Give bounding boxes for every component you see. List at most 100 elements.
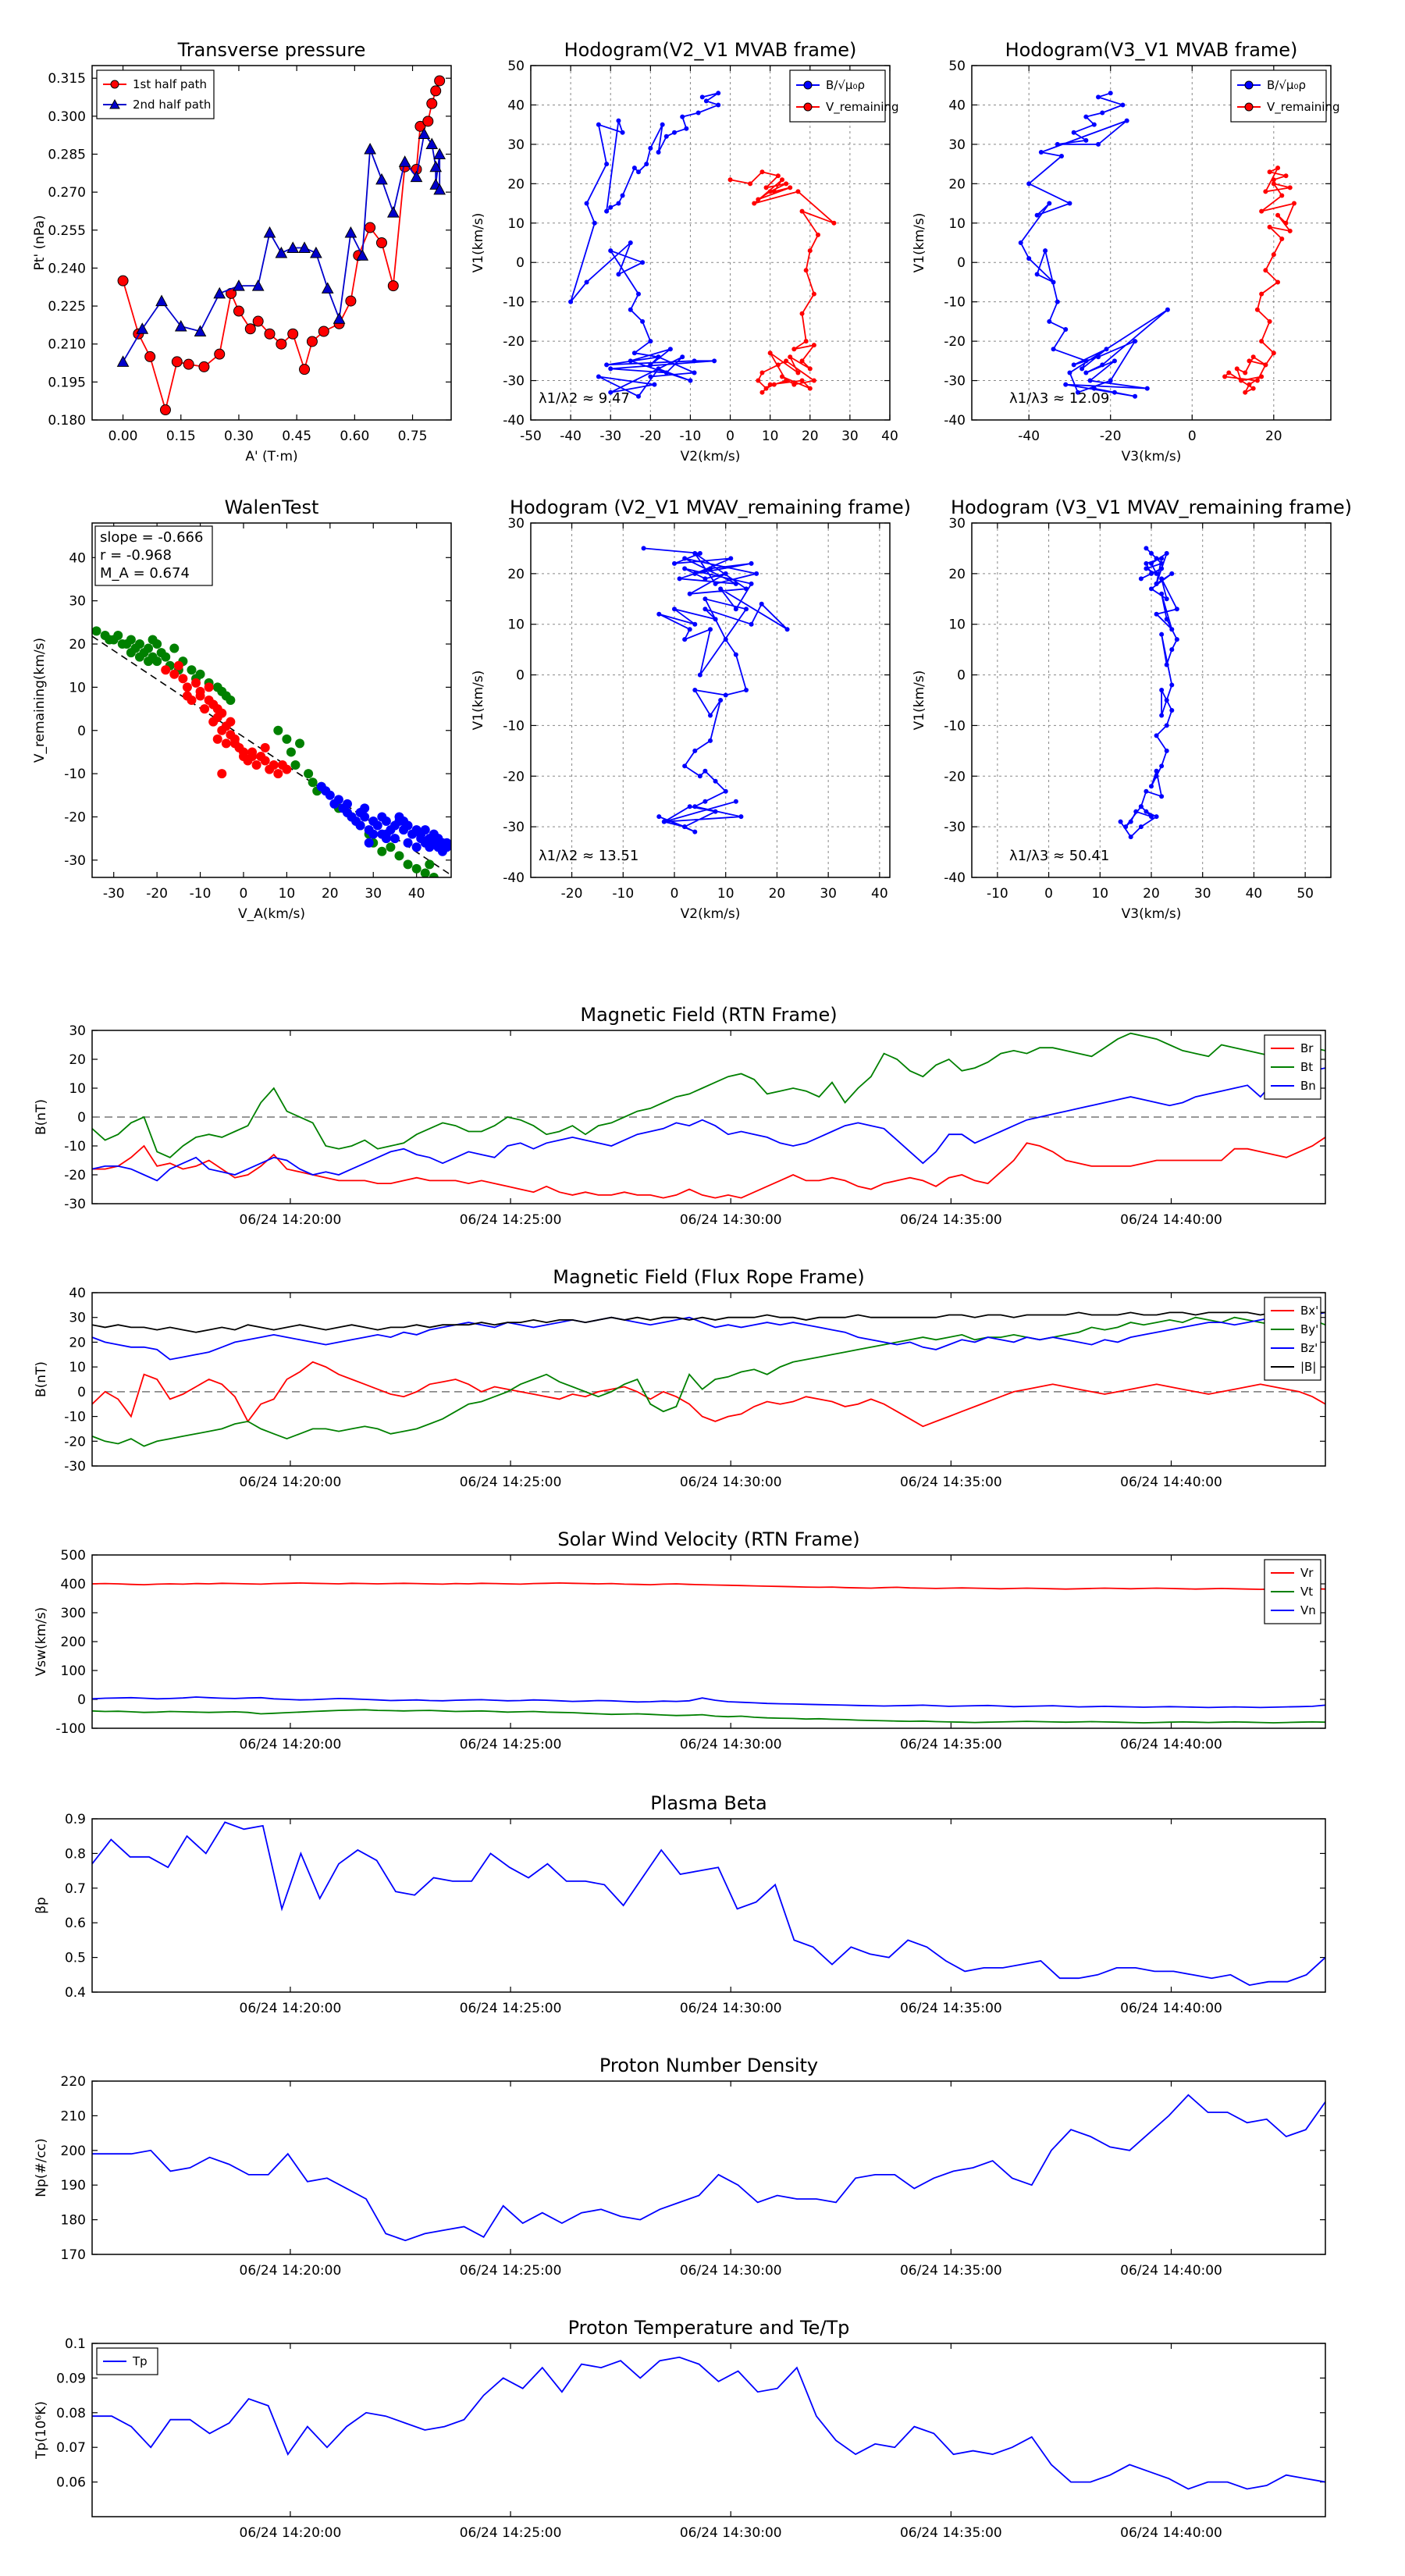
data-point [208,699,219,710]
data-point [299,364,311,375]
data-point [723,637,728,642]
series-line-bt [92,1032,1325,1158]
y-tick-label: 40 [69,1286,86,1301]
data-point [1034,212,1040,218]
data-point [1154,571,1159,576]
data-point [754,571,759,576]
data-point [233,279,245,291]
x-tick-label: 10 [279,886,296,902]
data-point [718,698,724,703]
data-point [1287,228,1293,233]
y-tick-label: 0.285 [48,148,86,163]
data-point [260,742,270,753]
data-point [212,734,222,744]
y-tick-label: 40 [507,98,525,113]
data-point [426,98,438,109]
data-point [749,621,754,627]
legend-label: B/√μ₀ρ [1267,78,1306,92]
y-axis-label: V1(km/s) [471,213,486,273]
x-tick-label: 0 [1044,886,1053,902]
data-point [403,838,413,848]
data-point [733,607,738,612]
data-point [682,637,688,642]
x-tick-label: 06/24 14:30:00 [680,1212,782,1228]
data-point [1108,91,1113,96]
data-point [191,678,201,688]
data-point [684,126,689,131]
y-tick-label: 10 [69,1360,86,1375]
data-point [195,669,205,679]
data-point [422,116,434,127]
legend: 1st half path 2nd half path [96,69,215,119]
data-point [688,378,693,383]
y-tick-label: 0.7 [65,1881,86,1897]
data-point [697,672,702,678]
data-point [420,868,430,877]
x-tick-label: 06/24 14:35:00 [900,1475,1002,1490]
x-axis-label: V_A(km/s) [238,906,305,922]
data-point [213,286,226,299]
regression-line [92,635,451,876]
data-point [1275,165,1281,171]
legend-marker [1244,80,1254,90]
series-line-b [1019,92,1168,397]
x-tick-label: 30 [841,429,859,444]
data-point [702,799,708,804]
data-point [433,148,446,159]
series-line-by [92,1316,1325,1447]
data-point [648,339,653,344]
series-line-p [92,1821,1325,1987]
data-point [831,220,837,226]
data-point [672,130,677,135]
series-line-vr [92,1582,1325,1590]
x-tick-label: 30 [820,886,837,902]
legend-box [96,69,215,119]
y-tick-label: 30 [69,1023,86,1039]
series-line-br [92,1137,1325,1199]
legend-marker [1244,102,1254,112]
data-point [1169,707,1175,713]
x-tick-label: 06/24 14:20:00 [240,2001,342,2016]
annotation: λ1/λ3 ≈ 50.41 [1009,848,1109,864]
data-point [744,688,749,693]
data-point [273,769,283,779]
x-tick-label: -10 [987,886,1008,902]
data-point [702,607,708,612]
data-point [636,291,641,297]
plot-area [92,1821,1325,1987]
x-tick-label: 0.15 [166,429,196,444]
data-point [356,249,369,261]
data-point [636,393,641,399]
legend-marker [110,80,119,89]
y-tick-label: 20 [948,176,966,192]
data-point [604,362,610,368]
y-tick-label: 30 [69,1311,86,1326]
y-tick-label: 0 [77,1692,86,1708]
data-point [1226,370,1232,375]
y-tick-label: -20 [64,1168,86,1183]
axes-frame [91,522,452,878]
data-point [1133,809,1139,814]
series-line-b [570,92,720,397]
x-tick-label: 06/24 14:20:00 [240,1212,342,1228]
data-point [1144,809,1149,814]
series-line-tp [92,2356,1325,2490]
data-point [799,378,805,383]
data-point [399,817,409,827]
data-point [126,648,136,658]
data-point [692,688,698,693]
data-point [1271,181,1276,187]
annotation: λ1/λ2 ≈ 13.51 [539,848,638,864]
data-point [744,607,749,612]
x-tick-label: -50 [520,429,542,444]
data-point [702,576,708,582]
data-point [784,378,789,383]
data-point [295,738,305,749]
legend-label: B/√μ₀ρ [826,78,865,92]
x-tick-label: -10 [680,429,702,444]
data-point [169,643,180,653]
panel-title: Proton Number Density [599,2055,818,2076]
y-tick-label: 10 [69,680,86,696]
data-point [394,851,404,861]
data-point [1250,354,1256,360]
